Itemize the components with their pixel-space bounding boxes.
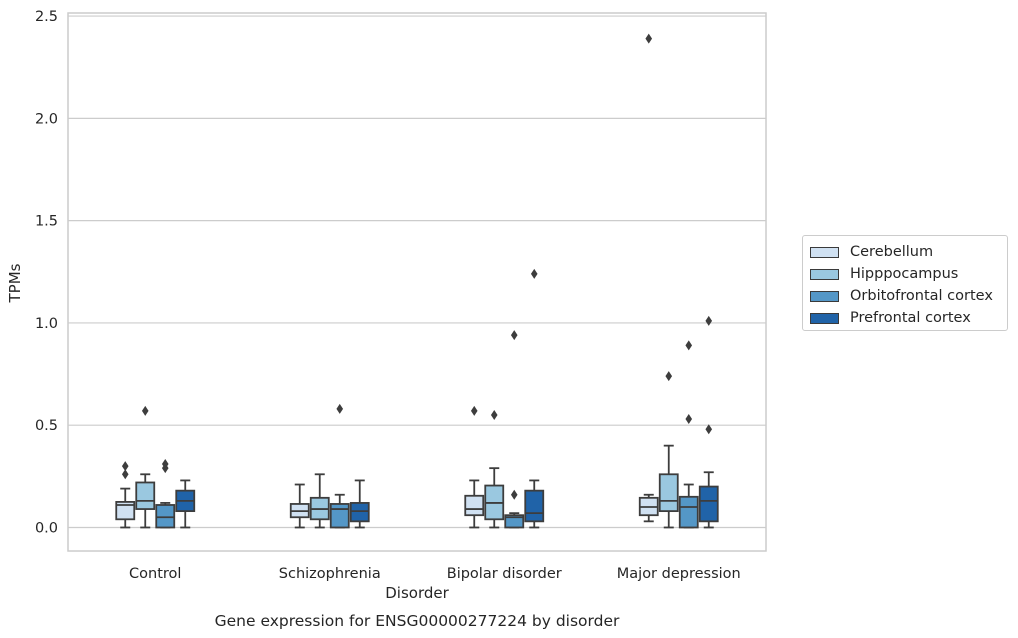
- box-plots: [115, 33, 719, 529]
- legend: Cerebellum Hipppocampus Orbitofrontal co…: [802, 235, 1008, 331]
- grid-lines: [68, 15, 766, 529]
- chart-title: Gene expression for ENSG00000277224 by d…: [215, 612, 620, 630]
- y-tick-label: 1.5: [35, 214, 58, 230]
- outlier-point: [490, 409, 498, 420]
- box: [658, 473, 679, 513]
- box-plot: [524, 268, 545, 529]
- outlier-point: [530, 268, 538, 279]
- box: [464, 494, 485, 517]
- box-plot: [329, 403, 350, 529]
- x-tick-labels: Control Schizophrenia Bipolar disorder Majo…: [129, 566, 741, 582]
- legend-item-prefrontal-cortex: Prefrontal cortex: [810, 307, 1007, 329]
- box-plot: [309, 473, 330, 529]
- box: [329, 503, 350, 529]
- legend-label-prefrontal-cortex: Prefrontal cortex: [850, 310, 971, 326]
- box-plot: [464, 405, 485, 529]
- box-plot: [349, 479, 370, 529]
- legend-label-orbitofrontal-cortex: Orbitofrontal cortex: [850, 288, 993, 304]
- box: [678, 495, 699, 529]
- box-plot: [115, 461, 136, 529]
- outlier-point: [121, 469, 129, 480]
- y-tick-label: 0.5: [35, 418, 58, 434]
- outlier-point: [685, 414, 693, 425]
- box-plot: [658, 371, 679, 529]
- y-tick-label: 1.0: [35, 316, 58, 332]
- x-tick-label: Bipolar disorder: [447, 566, 562, 582]
- x-axis-label: Disorder: [385, 584, 449, 602]
- box-plot: [678, 340, 699, 529]
- plot-area-frame: [67, 12, 767, 552]
- outlier-point: [470, 405, 478, 416]
- outlier-point: [161, 459, 169, 470]
- y-tick-labels: 0.0 0.5 1.0 1.5 2.0 2.5: [35, 9, 58, 536]
- legend-swatch-orbitofrontal-cortex: [810, 290, 839, 302]
- legend-swatch-cerebellum: [810, 246, 839, 258]
- box-plot: [175, 479, 196, 529]
- box-plot: [289, 483, 310, 529]
- box: [115, 501, 136, 521]
- y-tick-label: 2.0: [35, 111, 58, 127]
- y-tick-label: 0.0: [35, 520, 58, 536]
- box-plot: [155, 459, 176, 529]
- legend-item-cerebellum: Cerebellum: [810, 241, 1007, 263]
- outlier-point: [645, 33, 653, 44]
- x-tick-label: Schizophrenia: [279, 566, 381, 582]
- outlier-point: [336, 403, 344, 414]
- outlier-point: [705, 315, 713, 326]
- box-plot: [504, 330, 525, 529]
- box-plot: [638, 33, 659, 523]
- outlier-point: [705, 424, 713, 435]
- box: [504, 514, 525, 529]
- box: [524, 489, 545, 523]
- box-plot: [135, 405, 156, 529]
- outlier-point: [121, 461, 129, 472]
- legend-item-hippocampus: Hipppocampus: [810, 263, 1007, 285]
- outlier-point: [141, 405, 149, 416]
- legend-swatch-prefrontal-cortex: [810, 312, 839, 324]
- x-tick-label: Major depression: [617, 566, 741, 582]
- x-tick-label: Control: [129, 566, 181, 582]
- outlier-point: [665, 371, 673, 382]
- legend-item-orbitofrontal-cortex: Orbitofrontal cortex: [810, 285, 1007, 307]
- y-axis-label: TPMs: [6, 263, 24, 303]
- box-plot: [484, 409, 505, 529]
- outlier-point: [685, 340, 693, 351]
- outlier-point: [510, 489, 518, 500]
- outlier-point: [510, 330, 518, 341]
- box: [698, 485, 719, 523]
- box: [349, 502, 370, 523]
- legend-swatch-hippocampus: [810, 268, 839, 280]
- legend-label-cerebellum: Cerebellum: [850, 244, 934, 260]
- box-plot: [698, 315, 719, 529]
- y-tick-label: 2.5: [35, 9, 58, 25]
- box: [155, 504, 176, 529]
- legend-label-hippocampus: Hipppocampus: [850, 266, 959, 282]
- box: [135, 481, 156, 510]
